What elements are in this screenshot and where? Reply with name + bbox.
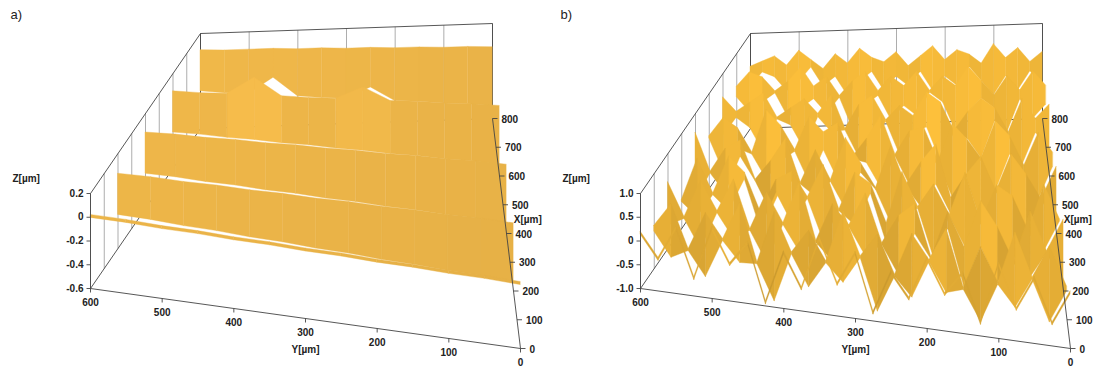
svg-text:200: 200: [919, 337, 936, 348]
svg-text:0: 0: [78, 211, 84, 222]
svg-text:-0.2: -0.2: [66, 235, 84, 246]
svg-text:600: 600: [1059, 171, 1076, 182]
svg-text:400: 400: [775, 317, 792, 328]
svg-text:800: 800: [1052, 114, 1069, 125]
svg-text:-0.4: -0.4: [66, 259, 84, 270]
svg-text:200: 200: [1073, 286, 1090, 297]
svg-text:500: 500: [154, 307, 171, 318]
svg-text:600: 600: [82, 297, 99, 308]
svg-text:300: 300: [1069, 257, 1086, 268]
svg-text:100: 100: [526, 315, 543, 326]
svg-text:500: 500: [1062, 200, 1079, 211]
svg-text:200: 200: [523, 286, 540, 297]
svg-text:500: 500: [512, 200, 529, 211]
svg-text:X[µm]: X[µm]: [1064, 214, 1092, 225]
svg-text:-0.6: -0.6: [66, 283, 84, 294]
svg-text:0: 0: [530, 344, 536, 355]
svg-text:100: 100: [1076, 315, 1093, 326]
svg-text:700: 700: [505, 142, 522, 153]
svg-text:0: 0: [518, 357, 524, 368]
svg-text:0.5: 0.5: [620, 211, 634, 222]
svg-text:200: 200: [369, 337, 386, 348]
svg-text:600: 600: [632, 297, 649, 308]
svg-text:500: 500: [704, 307, 721, 318]
svg-text:0: 0: [1080, 344, 1086, 355]
svg-text:300: 300: [847, 327, 864, 338]
svg-text:300: 300: [297, 327, 314, 338]
svg-text:Y[µm]: Y[µm]: [292, 344, 320, 355]
svg-text:1.0: 1.0: [620, 188, 634, 199]
svg-text:300: 300: [519, 257, 536, 268]
svg-text:400: 400: [516, 229, 533, 240]
svg-text:-1.0: -1.0: [616, 283, 634, 294]
svg-text:Z[µm]: Z[µm]: [13, 173, 40, 184]
svg-text:b): b): [561, 7, 573, 22]
svg-text:400: 400: [1066, 229, 1083, 240]
svg-text:Z[µm]: Z[µm]: [563, 173, 590, 184]
svg-text:0: 0: [1068, 357, 1074, 368]
svg-text:800: 800: [502, 114, 519, 125]
svg-text:400: 400: [225, 317, 242, 328]
svg-text:700: 700: [1055, 142, 1072, 153]
svg-text:100: 100: [440, 347, 457, 358]
svg-text:100: 100: [990, 347, 1007, 358]
svg-text:Y[µm]: Y[µm]: [842, 344, 870, 355]
svg-text:-0.5: -0.5: [616, 259, 634, 270]
svg-text:a): a): [11, 7, 23, 22]
svg-text:0: 0: [628, 235, 634, 246]
svg-text:600: 600: [509, 171, 526, 182]
svg-text:0.2: 0.2: [70, 188, 84, 199]
svg-text:X[µm]: X[µm]: [514, 214, 542, 225]
